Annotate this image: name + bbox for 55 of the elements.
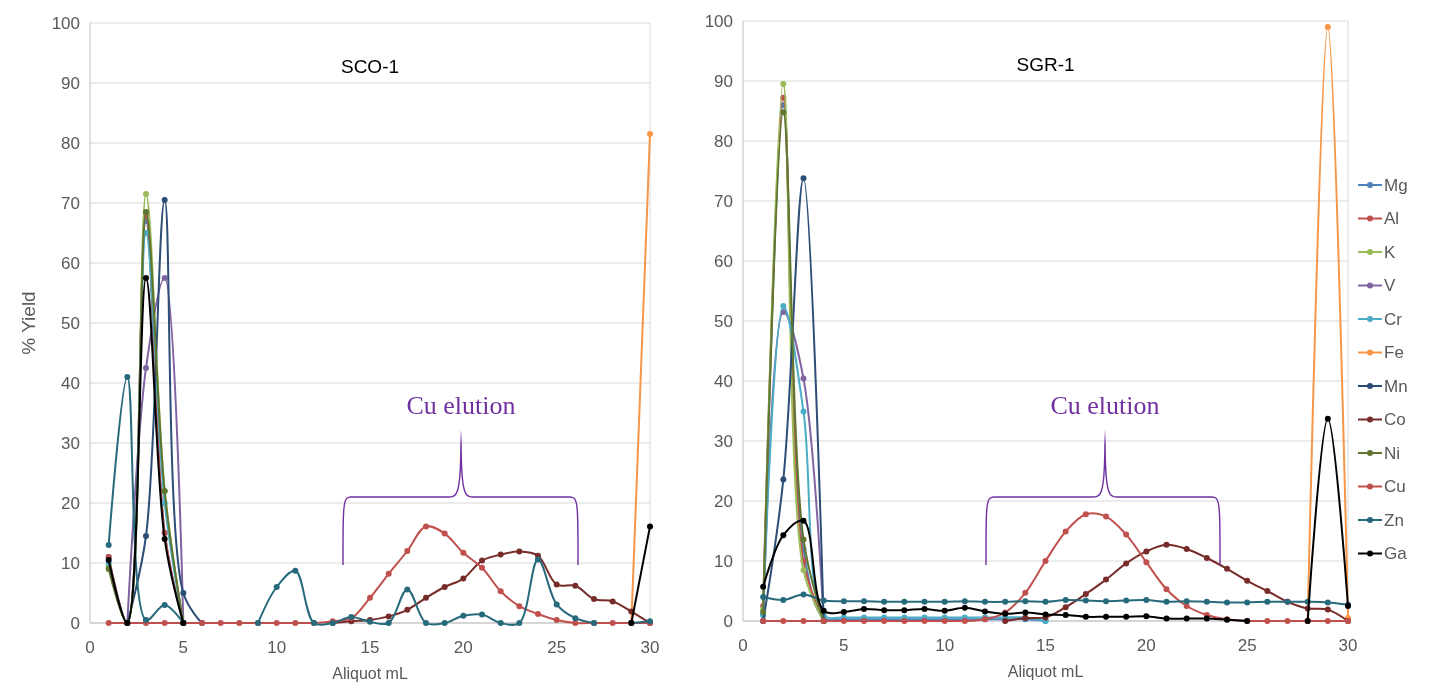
y-tick-label: 0 (70, 613, 80, 633)
y-tick-label: 50 (714, 311, 733, 331)
y-tick-label: 0 (723, 611, 733, 631)
y-tick-label: 20 (714, 491, 733, 511)
y-axis-title: % Yield (18, 291, 39, 355)
y-tick-label: 60 (61, 253, 80, 273)
y-tick-label: 70 (61, 193, 80, 213)
y-tick-label: 70 (714, 191, 733, 211)
legend-label: K (1384, 242, 1396, 262)
legend-label: Cr (1384, 309, 1403, 329)
y-tick-label: 30 (714, 431, 733, 451)
y-tick-label: 40 (714, 371, 733, 391)
annotation: Cu elution (1050, 391, 1160, 421)
text: SGR-1 (1016, 54, 1075, 75)
x-axis-title: Aliquot mL (332, 665, 408, 682)
x-tick-label: 30 (640, 638, 660, 657)
y-tick-label: 10 (61, 553, 80, 573)
legend-label: Mn (1384, 376, 1408, 396)
x-tick-label: 5 (178, 638, 189, 657)
y-tick-label: 90 (61, 73, 80, 93)
legend-label: Mg (1384, 175, 1408, 195)
x-tick-label: 20 (1136, 636, 1156, 655)
legend-label: Ni (1384, 443, 1401, 463)
y-tick-label: 80 (61, 133, 80, 153)
x-tick-label: 0 (738, 636, 748, 655)
y-tick-label: 100 (704, 11, 733, 31)
x-tick-label: 10 (267, 638, 287, 657)
x-axis-title: Aliquot mL (1007, 663, 1084, 680)
legend-label: Ga (1384, 544, 1408, 564)
y-tick-label: 80 (714, 131, 733, 151)
legend-label: Zn (1384, 510, 1404, 530)
x-tick-label: 15 (1036, 636, 1055, 655)
y-tick-label: 20 (61, 493, 80, 513)
x-tick-label: 15 (360, 638, 380, 657)
legend-label: Al (1384, 209, 1400, 229)
y-tick-label: 90 (714, 71, 733, 91)
legend-label: Fe (1384, 343, 1404, 363)
x-tick-label: 25 (547, 638, 567, 657)
legend-label: V (1384, 276, 1396, 296)
x-tick-label: 30 (1338, 636, 1358, 655)
annotation: Cu elution (406, 391, 516, 421)
legend-label: Co (1384, 410, 1406, 430)
y-tick-label: 50 (61, 313, 80, 333)
text: SCO-1 (340, 56, 400, 77)
x-tick-label: 10 (935, 636, 955, 655)
y-tick-label: 10 (714, 551, 733, 571)
y-tick-label: 100 (51, 13, 80, 33)
x-tick-label: 25 (1237, 636, 1257, 655)
y-tick-label: 40 (61, 373, 80, 393)
x-tick-label: 0 (85, 638, 95, 657)
legend-label: Cu (1384, 477, 1406, 497)
x-tick-label: 5 (839, 636, 849, 655)
x-tick-label: 20 (453, 638, 473, 657)
y-tick-label: 60 (714, 251, 733, 271)
y-tick-label: 30 (61, 433, 80, 453)
